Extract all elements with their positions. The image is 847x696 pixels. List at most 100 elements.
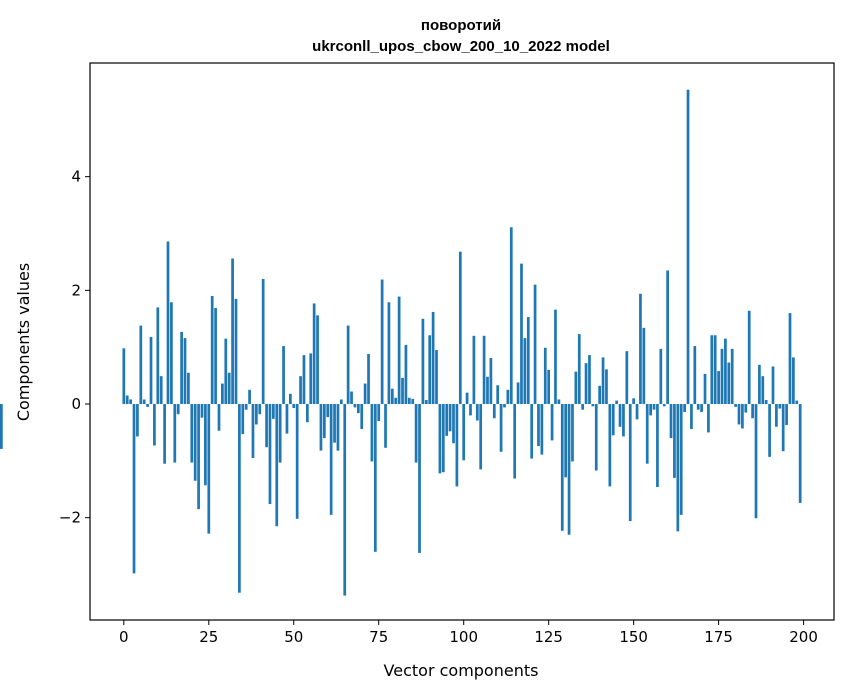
bar-73	[370, 404, 374, 462]
bar-176	[720, 348, 724, 405]
bar-116	[516, 382, 520, 405]
bar-65	[343, 404, 347, 596]
bar-154	[645, 404, 649, 464]
bar-1	[125, 395, 129, 405]
bar-104	[475, 404, 479, 421]
bar-149	[628, 404, 632, 522]
bar-170	[700, 404, 703, 412]
bar-192	[775, 404, 778, 427]
bar-87	[418, 404, 421, 553]
bar-145	[615, 400, 619, 405]
bar-146	[618, 404, 622, 427]
bar-82	[401, 377, 404, 405]
bar-81	[397, 296, 401, 405]
bar-39	[255, 404, 258, 425]
bar-2	[129, 399, 132, 405]
bar-101	[465, 392, 469, 405]
bar-4	[136, 404, 139, 437]
bar-10	[156, 307, 160, 405]
bar-152	[639, 293, 642, 405]
bar-181	[737, 404, 741, 425]
bar-75	[377, 404, 381, 422]
bar-46	[278, 404, 282, 463]
bar-163	[676, 404, 680, 532]
bar-58	[319, 404, 323, 451]
bar-42	[265, 404, 268, 448]
bar-71	[363, 383, 367, 405]
bar-3	[132, 404, 136, 574]
bar-5	[139, 325, 143, 405]
bar-197	[792, 357, 795, 405]
bar-16	[176, 404, 180, 415]
bar-114	[509, 227, 513, 405]
bar-37	[248, 389, 251, 405]
bar-194	[781, 404, 785, 452]
bar-169	[696, 404, 700, 410]
bar-14	[170, 302, 173, 405]
bar-164	[679, 404, 683, 515]
bar-117	[520, 263, 523, 405]
bar-140	[598, 385, 602, 405]
bar-91	[431, 311, 435, 405]
bar-45	[275, 404, 279, 527]
bar-175	[717, 371, 720, 405]
bar-78	[387, 302, 391, 405]
bar-18	[183, 338, 187, 405]
bar-7	[146, 404, 149, 407]
bar-196	[788, 313, 792, 405]
bar-35	[241, 404, 245, 435]
y-tick-label: 4	[71, 168, 81, 186]
bar-148	[625, 351, 629, 405]
bar-189	[764, 400, 768, 405]
bar-9	[153, 404, 156, 446]
bar-43	[268, 404, 272, 505]
bar-29	[221, 383, 224, 405]
bar-147	[622, 404, 625, 437]
bar-166	[686, 89, 690, 405]
bar-153	[642, 327, 646, 405]
bar-109	[492, 404, 496, 419]
bar-61	[329, 404, 333, 515]
bar-187	[758, 364, 761, 405]
bar-184	[747, 310, 751, 405]
bar-113	[506, 389, 510, 405]
bar-128	[557, 399, 561, 405]
bar-158	[659, 348, 663, 405]
bar-199	[798, 404, 802, 503]
bar-86	[414, 404, 418, 463]
bar-151	[635, 404, 639, 420]
bar-120	[530, 404, 534, 459]
x-tick-label: 175	[704, 628, 733, 646]
bar-193	[778, 404, 782, 409]
y-tick-label: 2	[71, 281, 81, 299]
bar-168	[693, 346, 697, 405]
bar-110	[496, 385, 500, 405]
bar-108	[489, 357, 493, 405]
bar-79	[390, 388, 394, 405]
bar-133	[574, 371, 578, 405]
y-axis-ticks: −2 0 2 4	[59, 168, 90, 527]
bar-51	[295, 404, 299, 519]
bar-135	[581, 404, 585, 410]
bar-106	[482, 335, 486, 405]
y-tick-label: 0	[71, 395, 81, 413]
bar-179	[730, 348, 734, 405]
plot-frame	[89, 62, 835, 621]
bar-19	[187, 372, 190, 405]
bar-57	[316, 315, 319, 405]
x-tick-label: 0	[119, 628, 129, 646]
y-axis-label: Components values	[14, 263, 33, 421]
bar-150	[632, 398, 635, 405]
bar-129	[560, 404, 564, 531]
bar-167	[690, 404, 693, 430]
bar-96	[448, 404, 452, 432]
bar-142	[605, 369, 608, 405]
bar-141	[601, 357, 605, 405]
bar-185	[751, 404, 754, 419]
bar-20	[190, 404, 194, 463]
bar-195	[785, 404, 788, 426]
bar-177	[724, 338, 727, 405]
bar-60	[326, 404, 330, 418]
x-axis-label: Vector components	[384, 661, 539, 680]
bar-47	[282, 346, 285, 405]
